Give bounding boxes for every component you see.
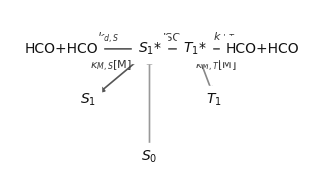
Text: $S_0$: $S_0$ [141, 148, 158, 165]
Text: $S_1$*: $S_1$* [137, 41, 162, 57]
Text: $k_{M,T}$[M]: $k_{M,T}$[M] [195, 59, 237, 74]
Text: $T_1$: $T_1$ [206, 92, 222, 108]
Text: $k_{M,S}$[M]: $k_{M,S}$[M] [90, 59, 131, 74]
Text: HCO+HCO: HCO+HCO [24, 42, 98, 56]
Text: ISC: ISC [163, 33, 181, 43]
Text: $S_1$: $S_1$ [80, 92, 96, 108]
Text: $T_1$*: $T_1$* [182, 41, 206, 57]
Text: $k_{d,S}$: $k_{d,S}$ [97, 30, 119, 46]
Text: $k_{d,T}$: $k_{d,T}$ [213, 30, 235, 46]
Text: HCO+HCO: HCO+HCO [225, 42, 299, 56]
